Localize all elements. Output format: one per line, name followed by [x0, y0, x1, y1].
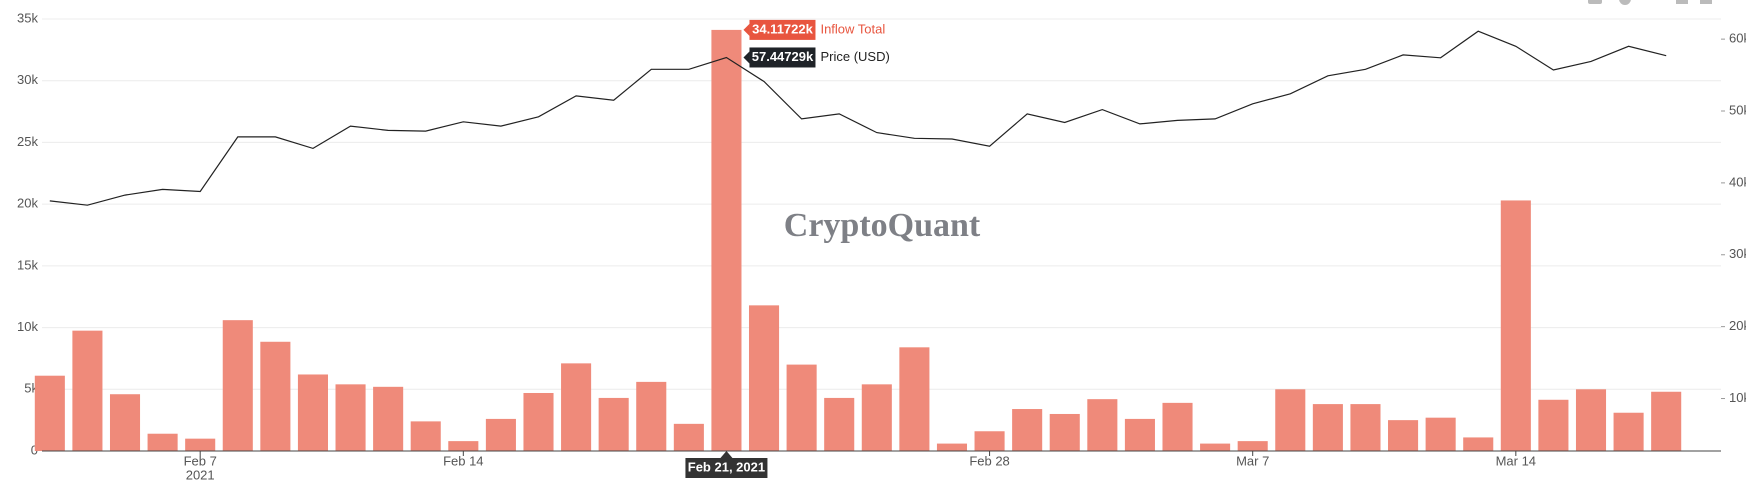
bar — [1200, 443, 1231, 451]
y-tick-label: 0 — [31, 442, 38, 457]
x-year-label: 2021 — [186, 467, 215, 480]
bar — [34, 375, 65, 451]
bar — [1350, 404, 1381, 451]
bar — [1651, 391, 1682, 451]
bar — [786, 364, 817, 451]
bar — [711, 29, 742, 451]
bar — [748, 305, 780, 451]
hover-value: 34.11722k — [752, 21, 814, 36]
bar — [1237, 441, 1268, 451]
bar — [373, 386, 404, 451]
bar — [1312, 404, 1343, 451]
bar — [974, 431, 1005, 451]
bar — [410, 421, 441, 451]
hover-box — [749, 19, 816, 40]
reset-icon[interactable] — [1700, 0, 1712, 4]
y-tick-label: 25k — [17, 134, 38, 149]
y-tick-label: 30k — [17, 72, 38, 87]
bar — [1275, 389, 1306, 451]
y2-tick-label: 30k — [1729, 246, 1746, 261]
hover-box — [749, 47, 816, 68]
bar — [1613, 412, 1644, 451]
hover: Feb 21, 2021 34.11722k Inflow Total 57.4472… — [685, 19, 890, 478]
y-tick-label: 10k — [17, 319, 38, 334]
y-tick-label: 15k — [17, 257, 38, 272]
bar — [72, 330, 103, 451]
x-tick-label: Mar 7 — [1236, 453, 1269, 468]
bar — [222, 320, 253, 451]
bar — [598, 397, 629, 451]
bar — [185, 438, 216, 451]
hover-pointer — [743, 23, 750, 36]
x-tick-label: Mar 14 — [1496, 453, 1536, 468]
hover-name: Inflow Total — [820, 21, 885, 36]
price-line — [49, 30, 1667, 206]
camera-icon[interactable] — [1588, 0, 1602, 4]
bar — [1124, 418, 1155, 451]
hover-pointer — [743, 51, 750, 64]
hover-value: 57.44729k — [752, 49, 814, 64]
bar — [260, 341, 291, 451]
bar — [1162, 402, 1193, 451]
autoscale-icon[interactable] — [1676, 0, 1688, 4]
x-tick-label: Feb 7 — [184, 453, 217, 468]
bar — [1388, 420, 1419, 451]
hover-date-label: Feb 21, 2021 — [688, 459, 765, 474]
y2-tick-label: 10k — [1729, 390, 1746, 405]
bar — [335, 384, 366, 451]
bar — [1463, 437, 1494, 451]
y2-tick-label: 20k — [1729, 318, 1746, 333]
y2-tick-label: 50k — [1729, 102, 1746, 117]
bar — [899, 347, 930, 451]
zoom-icon[interactable] — [1619, 0, 1631, 5]
x-tick-label: Feb 28 — [969, 453, 1009, 468]
bar — [561, 363, 592, 451]
hover-name: Price (USD) — [820, 49, 889, 64]
bar — [109, 394, 141, 451]
bar — [636, 381, 667, 451]
x-tick-label: Feb 14 — [443, 453, 483, 468]
bar — [1500, 200, 1531, 451]
hover-date-box — [685, 458, 768, 478]
bar — [824, 397, 855, 451]
watermark: CryptoQuant — [784, 207, 981, 244]
bar — [1425, 417, 1456, 451]
bar — [448, 441, 479, 451]
bar — [936, 443, 968, 451]
bar — [147, 433, 178, 451]
bar — [1049, 413, 1080, 451]
bar — [1087, 399, 1118, 451]
bar — [673, 423, 704, 451]
toolbar — [1588, 0, 1712, 5]
bar — [485, 418, 516, 451]
y-tick-label: 20k — [17, 196, 38, 211]
bar — [1012, 409, 1043, 451]
bar — [523, 392, 554, 451]
hover-date-pointer — [720, 451, 733, 458]
bar — [1575, 389, 1607, 451]
bar — [1538, 399, 1569, 451]
bar — [297, 374, 328, 451]
y2-tick-label: 60k — [1729, 31, 1746, 46]
y-tick-label: 35k — [17, 10, 38, 25]
bar — [861, 384, 892, 451]
y2-tick-label: 40k — [1729, 174, 1746, 189]
